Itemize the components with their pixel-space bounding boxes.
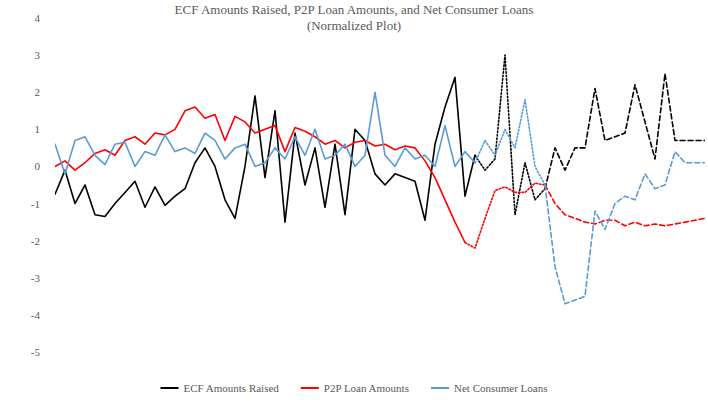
y-tick-label: -3 <box>31 272 41 284</box>
legend-item: Net Consumer Loans <box>431 382 547 394</box>
y-tick-label: -5 <box>31 346 41 358</box>
y-tick-label: 4 <box>35 12 41 24</box>
y-tick-label: 3 <box>35 49 41 61</box>
y-tick-label: -2 <box>31 235 40 247</box>
series-line <box>545 74 705 189</box>
legend-swatch <box>161 387 179 389</box>
legend-label: ECF Amounts Raised <box>184 382 280 394</box>
legend-label: P2P Loan Amounts <box>324 382 409 394</box>
legend: ECF Amounts Raised P2P Loan Amounts Net Co… <box>161 382 548 394</box>
series-line <box>545 152 705 304</box>
series-line <box>475 55 545 215</box>
legend-label: Net Consumer Loans <box>454 382 547 394</box>
legend-item: ECF Amounts Raised <box>161 382 280 394</box>
series-line <box>545 185 705 226</box>
series-line <box>55 107 465 242</box>
series-line <box>475 100 545 185</box>
chart: ECF Amounts Raised, P2P Loan Amounts, an… <box>0 0 708 404</box>
title: ECF Amounts Raised, P2P Loan Amounts, an… <box>175 2 534 17</box>
y-axis: -5 -4 -3 -2 -1 0 1 2 3 4 <box>31 12 41 358</box>
lines <box>55 55 705 304</box>
y-tick-label: 1 <box>35 123 41 135</box>
legend-item: P2P Loan Amounts <box>301 382 409 394</box>
series-line <box>465 183 545 248</box>
legend-swatch <box>431 387 449 389</box>
y-tick-label: -4 <box>31 309 41 321</box>
y-tick-label: 0 <box>35 160 41 172</box>
subtitle: (Normalized Plot) <box>307 18 401 33</box>
series-line <box>55 92 475 174</box>
y-tick-label: 2 <box>35 86 41 98</box>
legend-swatch <box>301 387 319 389</box>
y-tick-label: -1 <box>31 198 40 210</box>
